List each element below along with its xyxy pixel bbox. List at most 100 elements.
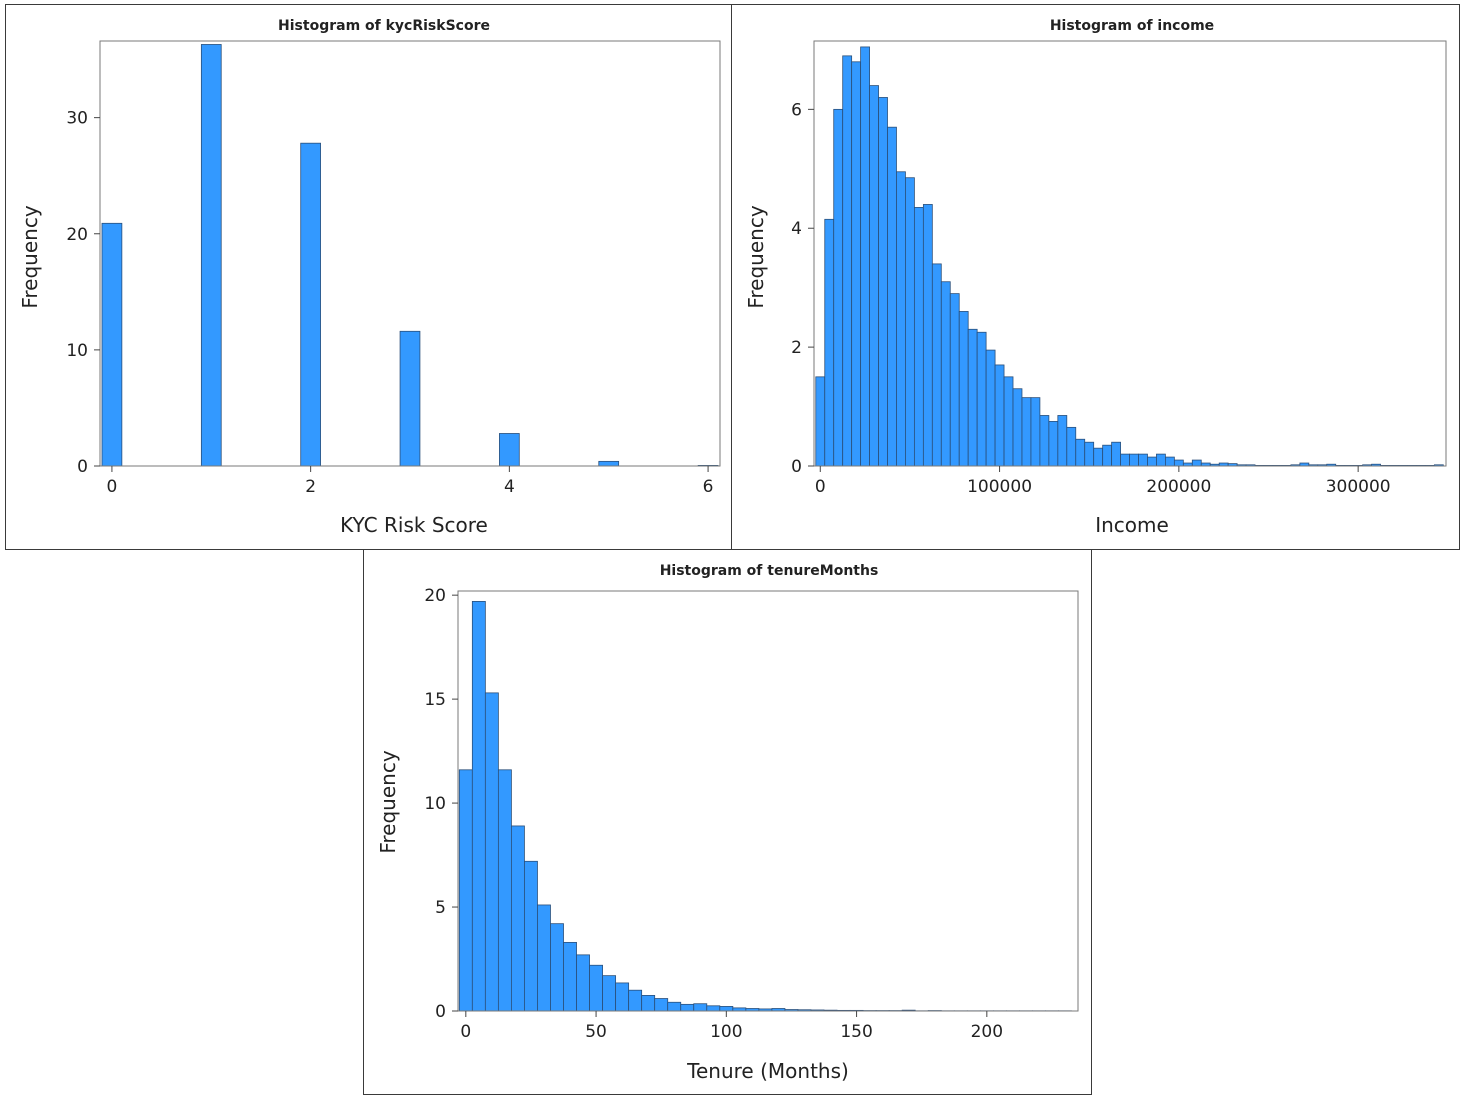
- histogram-bar: [967, 328, 978, 467]
- income-histogram-panel: Histogram of income Income Frequency 0 10…: [731, 4, 1460, 550]
- plot-area-frame: [99, 40, 721, 467]
- histogram-bar: [598, 460, 620, 467]
- histogram-bar: [851, 61, 862, 467]
- y-tick-label: 5: [435, 898, 446, 918]
- histogram-bar: [1165, 456, 1175, 467]
- x-tick-label: 6: [703, 477, 714, 497]
- histogram-bar: [615, 982, 630, 1012]
- histogram-bar: [922, 204, 933, 467]
- histogram-bar: [719, 1006, 734, 1012]
- histogram-bar: [471, 601, 486, 1012]
- histogram-bar: [499, 433, 520, 467]
- histogram-bar: [1129, 453, 1139, 467]
- histogram-bar: [1075, 438, 1086, 467]
- chart-title: Histogram of kycRiskScore: [278, 18, 490, 34]
- tenure-histogram-chart: Histogram of tenureMonths Tenure (Months…: [376, 563, 1079, 1083]
- histogram-bar: [940, 281, 951, 467]
- y-tick-label: 30: [66, 109, 88, 129]
- y-tick-label: 2: [791, 338, 802, 358]
- histogram-bar: [1120, 453, 1130, 467]
- histogram-bar: [399, 330, 421, 467]
- plot-area-frame: [457, 590, 1079, 1012]
- histogram-bar: [878, 97, 888, 467]
- histogram-bar: [1003, 376, 1014, 467]
- histogram-bar: [887, 126, 897, 467]
- x-tick-label: 0: [460, 1022, 471, 1042]
- histogram-bar: [576, 954, 590, 1012]
- y-tick-label: 15: [424, 690, 446, 710]
- histogram-bar: [994, 364, 1005, 467]
- histogram-bar: [200, 44, 222, 467]
- histogram-bar: [484, 692, 499, 1012]
- histogram-bar: [1102, 444, 1113, 467]
- x-axis-label: Income: [1095, 513, 1169, 537]
- kyc-histogram-chart: Histogram of kycRiskScore KYC Risk Score…: [18, 18, 721, 537]
- x-tick-label: 50: [585, 1022, 607, 1042]
- x-tick-label: 100000: [967, 477, 1032, 497]
- y-tick-label: 10: [66, 341, 88, 361]
- histogram-bar: [1173, 459, 1184, 467]
- x-tick-label: 200: [971, 1022, 1003, 1042]
- kyc-histogram-panel: Histogram of kycRiskScore KYC Risk Score…: [5, 4, 732, 550]
- x-tick-label: 4: [504, 477, 515, 497]
- x-tick-label: 0: [107, 477, 118, 497]
- histogram-bar: [985, 349, 996, 467]
- histogram-bar: [458, 769, 473, 1012]
- histogram-bar: [896, 171, 906, 467]
- chart-title: Histogram of tenureMonths: [660, 563, 879, 579]
- x-axis-label: Tenure (Months): [686, 1059, 849, 1083]
- histogram-bar: [842, 55, 853, 467]
- x-axis-label: KYC Risk Score: [340, 513, 488, 537]
- histogram-bar: [667, 1001, 682, 1012]
- x-tick-label: 150: [840, 1022, 872, 1042]
- chart-title: Histogram of income: [1050, 18, 1214, 34]
- y-tick-label: 0: [77, 457, 88, 477]
- histogram-bar: [497, 769, 512, 1012]
- y-axis-label: Frequency: [744, 205, 768, 308]
- histogram-bar: [931, 263, 942, 467]
- y-tick-label: 6: [791, 100, 802, 120]
- histogram-bar: [641, 995, 656, 1012]
- y-tick-label: 0: [435, 1002, 446, 1022]
- histogram-bar: [550, 923, 564, 1012]
- histogram-bar: [101, 222, 123, 467]
- y-axis-label: Frequency: [18, 205, 42, 308]
- y-tick-label: 20: [424, 586, 446, 606]
- y-tick-label: 20: [66, 225, 88, 245]
- x-tick-label: 300000: [1326, 477, 1391, 497]
- histogram-bar: [1084, 441, 1095, 467]
- income-histogram-chart: Histogram of income Income Frequency 0 10…: [744, 18, 1447, 537]
- plot-area-frame: [813, 40, 1447, 467]
- histogram-bar: [1111, 441, 1121, 467]
- histogram-bar: [949, 293, 960, 467]
- x-tick-label: 2: [305, 477, 316, 497]
- histogram-bar: [602, 975, 617, 1012]
- histogram-bar: [815, 376, 826, 467]
- histogram-bar: [833, 108, 844, 467]
- histogram-bar: [1030, 397, 1041, 467]
- histogram-bar: [860, 46, 870, 467]
- histogram-bar: [913, 207, 924, 467]
- histogram-bar: [1057, 415, 1068, 467]
- histogram-bar: [706, 1005, 721, 1012]
- histogram-bars: [458, 601, 1072, 1012]
- histogram-bar: [976, 331, 987, 467]
- histogram-bar: [654, 998, 669, 1012]
- tenure-histogram-panel: Histogram of tenureMonths Tenure (Months…: [363, 549, 1092, 1095]
- y-tick-label: 0: [791, 457, 802, 477]
- x-tick-label: 0: [815, 477, 826, 497]
- y-tick-label: 10: [424, 794, 446, 814]
- histogram-bar: [300, 142, 321, 467]
- histogram-bar: [1156, 453, 1166, 467]
- histogram-bar: [628, 989, 643, 1012]
- histogram-bar: [1138, 453, 1148, 467]
- histogram-bar: [869, 85, 879, 467]
- histogram-bar: [693, 1003, 708, 1012]
- x-tick-label: 100: [710, 1022, 742, 1042]
- histogram-bar: [510, 825, 525, 1012]
- histogram-bar: [1048, 421, 1059, 467]
- histogram-bar: [1066, 426, 1077, 467]
- histogram-bar: [824, 218, 835, 467]
- histogram-bar: [1093, 447, 1104, 467]
- y-axis-label: Frequency: [376, 750, 400, 853]
